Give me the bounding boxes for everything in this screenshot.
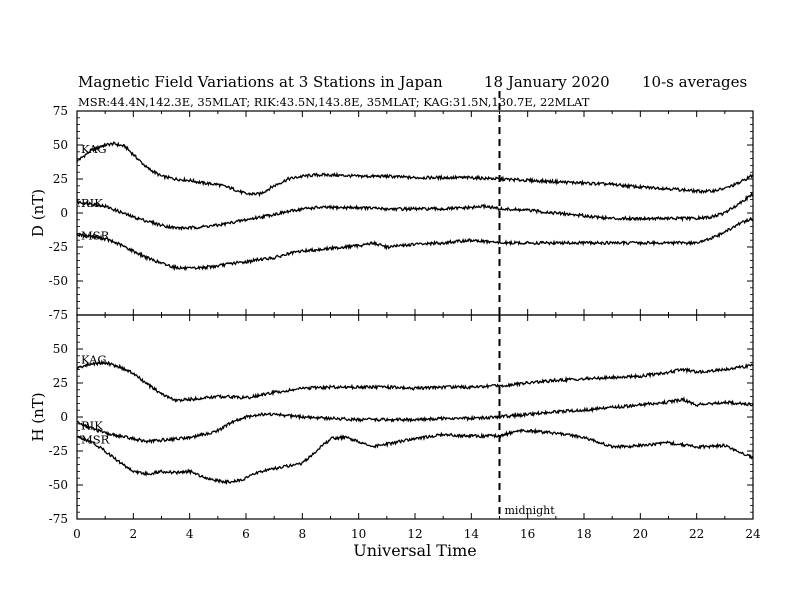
x-tick-label: 20: [633, 527, 648, 541]
x-tick-label: 12: [407, 527, 422, 541]
series-label-rik-top: RIK: [81, 196, 103, 210]
x-tick-label: 24: [745, 527, 761, 541]
y-tick-label-bottom: 25: [53, 376, 68, 390]
y-tick-label-bottom: 0: [60, 410, 68, 424]
series-line-msr-bottom: [76, 427, 754, 486]
x-tick-label: 0: [73, 527, 81, 541]
y-tick-label-top: -75: [49, 308, 68, 322]
x-tick-label: 16: [520, 527, 535, 541]
title-date: 18 January 2020: [484, 73, 610, 91]
title-averaging: 10-s averages: [642, 73, 748, 91]
series-line-msr-top: [76, 216, 754, 272]
y-axis-label-bottom: H (nT): [29, 392, 47, 441]
series-line-rik-top: [76, 191, 754, 231]
series-label-kag-bottom: KAG: [81, 353, 107, 367]
y-tick-label-top: 50: [53, 138, 68, 152]
series-line-kag-top: [76, 141, 754, 198]
series-label-msr-bottom: MSR: [81, 432, 110, 446]
x-tick-label: 22: [689, 527, 704, 541]
station-info: MSR:44.4N,142.3E, 35MLAT; RIK:43.5N,143.…: [78, 95, 590, 109]
y-axis-label-top: D (nT): [29, 189, 47, 237]
series-label-kag-top: KAG: [81, 142, 107, 156]
y-tick-label-top: 25: [53, 172, 68, 186]
x-axis-label: Universal Time: [353, 541, 476, 560]
y-tick-label-bottom: -50: [49, 478, 68, 492]
y-tick-label-top: 75: [53, 104, 68, 118]
title-text: Magnetic Field Variations at 3 Stations …: [78, 73, 443, 91]
y-tick-label-bottom: -75: [49, 512, 68, 526]
panel-frame-bottom: [76, 314, 754, 520]
series-label-rik-bottom: RIK: [81, 419, 103, 433]
y-tick-label-bottom: 50: [53, 342, 68, 356]
y-tick-label-top: -50: [49, 274, 68, 288]
y-tick-label-top: 0: [60, 206, 68, 220]
midnight-marker-label: midnight: [505, 504, 556, 517]
x-tick-label: 6: [242, 527, 250, 541]
series-line-kag-bottom: [76, 359, 754, 403]
x-tick-label: 8: [299, 527, 307, 541]
y-tick-label-bottom: -25: [49, 444, 68, 458]
x-tick-label: 2: [130, 527, 138, 541]
x-tick-label: 10: [351, 527, 366, 541]
x-tick-label: 4: [186, 527, 194, 541]
y-tick-label-top: -25: [49, 240, 68, 254]
panel-frame-top: [76, 110, 754, 316]
x-tick-label: 18: [576, 527, 591, 541]
chart-title: Magnetic Field Variations at 3 Stations …: [78, 73, 747, 145]
x-tick-label: 14: [464, 527, 480, 541]
series-line-rik-bottom: [76, 396, 754, 445]
series-label-msr-top: MSR: [81, 229, 110, 243]
